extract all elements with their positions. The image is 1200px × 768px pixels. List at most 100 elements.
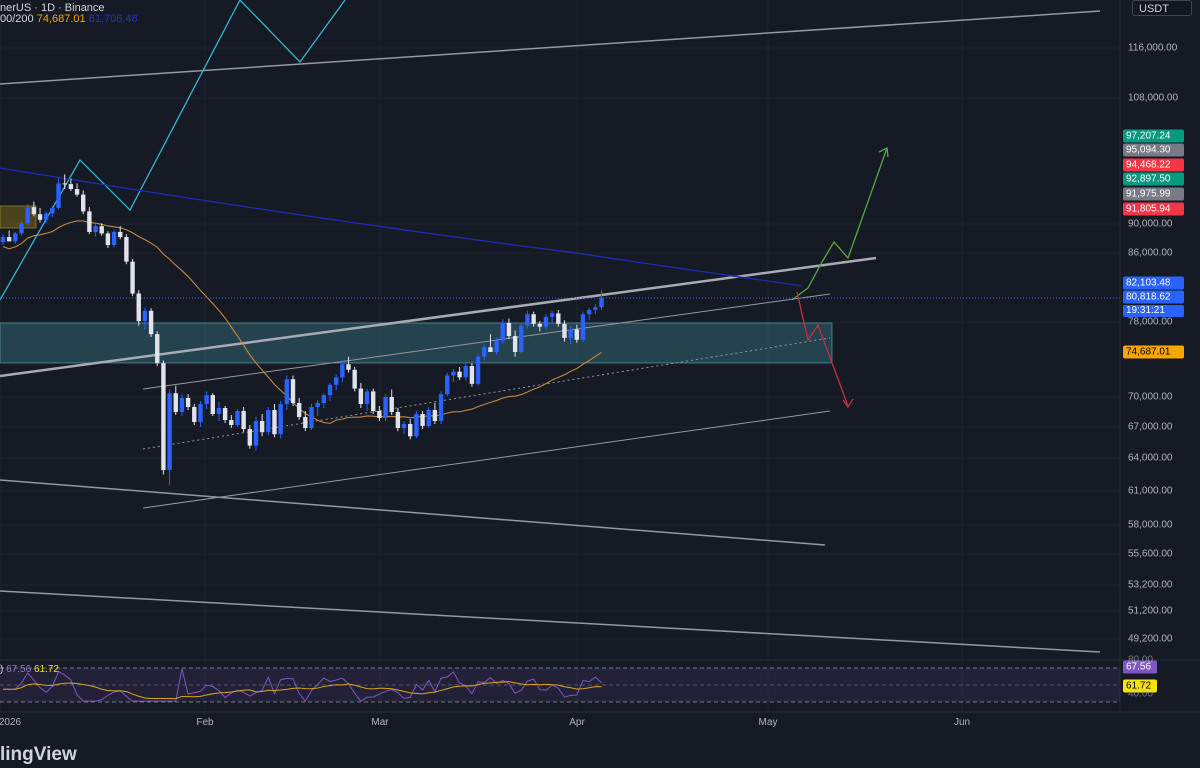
- candle-body: [87, 211, 92, 232]
- candle-body: [352, 369, 357, 389]
- rsi-pane: [0, 667, 1120, 703]
- candle-body: [333, 377, 339, 385]
- rsi-ma-legend-value: 61.72: [33, 664, 59, 675]
- candle-body: [401, 424, 407, 429]
- candle-body: [173, 393, 178, 412]
- candle-body: [74, 189, 80, 195]
- candle-body: [198, 404, 203, 422]
- trend-drawings: [0, 0, 1101, 653]
- price-tag: 95,094.30: [1123, 143, 1184, 157]
- candle-body: [19, 223, 24, 234]
- ma50-line: [2, 220, 602, 424]
- candle-body: [179, 398, 185, 412]
- candle-body: [475, 356, 481, 384]
- candle-body: [383, 397, 388, 418]
- candle-body: [432, 410, 438, 421]
- lower-trendline-1: [0, 479, 826, 546]
- candle-body: [62, 183, 67, 185]
- candle-body: [568, 329, 573, 338]
- price-tag: 80,818.62: [1123, 290, 1184, 304]
- candle-body: [37, 214, 43, 220]
- price-axis-label: 116,000.00: [1128, 42, 1178, 54]
- candle-body: [278, 404, 283, 435]
- candle-body: [512, 336, 518, 352]
- candle-body: [229, 420, 234, 425]
- time-axis-label: Feb: [196, 717, 214, 728]
- candle-body: [68, 184, 74, 189]
- ma200-line: [0, 167, 803, 287]
- candle-body: [469, 366, 475, 384]
- time-axis-label: 2026: [0, 717, 22, 728]
- candle-body: [105, 233, 111, 246]
- candle-body: [531, 314, 536, 324]
- rsi-legend[interactable]: ) 67.56 61.72: [0, 664, 59, 675]
- candle-body: [562, 323, 567, 338]
- candle-body: [56, 183, 61, 208]
- price-axis-label: 70,000.00: [1128, 391, 1173, 403]
- candle-body: [420, 414, 425, 426]
- candle-body: [167, 393, 172, 471]
- candle-body: [327, 384, 333, 396]
- candle-body: [543, 316, 549, 327]
- candle-body: [593, 307, 598, 310]
- candle-body: [371, 391, 376, 411]
- bearish-projection-arrow: [796, 291, 849, 407]
- candle-body: [130, 261, 135, 294]
- candle-body: [118, 231, 123, 238]
- price-axis-label: 49,200.00: [1128, 633, 1173, 645]
- symbol-title: nerUS · 1D · Binance: [0, 2, 105, 14]
- candle-body: [235, 411, 240, 425]
- candle-body: [463, 366, 468, 378]
- candle-body: [599, 297, 604, 308]
- candle-body: [111, 231, 117, 246]
- bullish-projection-arrow: [791, 147, 888, 301]
- candle-body: [136, 293, 141, 322]
- time-axis-label: May: [758, 717, 778, 728]
- price-axis-label: 55,600.00: [1128, 548, 1173, 560]
- candle-body: [488, 347, 493, 352]
- candle-body: [549, 313, 555, 317]
- price-axis-label: 67,000.00: [1128, 421, 1173, 433]
- candle-body: [6, 237, 12, 242]
- candle-body: [210, 395, 215, 414]
- rsi-line: [3, 668, 602, 703]
- candle-body: [266, 410, 271, 433]
- candle-body: [216, 408, 222, 414]
- rsi-legend-value: 67.56: [6, 664, 32, 675]
- candle-body: [25, 207, 30, 224]
- candle-body: [408, 424, 413, 437]
- quote-currency-button[interactable]: USDT: [1132, 0, 1192, 16]
- price-axis-label: 53,200.00: [1128, 579, 1173, 591]
- candle-body: [185, 398, 191, 407]
- price-tag: 91,975.99: [1123, 187, 1184, 201]
- candle-body: [222, 408, 228, 420]
- rsi-legend-prefix: ): [0, 664, 4, 675]
- candle-body: [457, 371, 462, 378]
- candle-body: [43, 213, 49, 220]
- candle-body: [50, 207, 55, 214]
- candle-body: [377, 411, 382, 418]
- candle-body: [506, 322, 512, 337]
- candle-body: [315, 403, 320, 407]
- tradingview-logo-text[interactable]: lingView: [0, 744, 77, 765]
- candle-body: [364, 391, 370, 404]
- supply-zone: [0, 205, 37, 229]
- ma-legend[interactable]: 00/200 74,687.01 81,706.48: [0, 13, 138, 25]
- candle-body: [451, 371, 456, 376]
- candle-body: [148, 310, 154, 335]
- symbol-header[interactable]: nerUS · 1D · Binance: [0, 0, 109, 16]
- price-tag: 91,805.94: [1123, 202, 1184, 216]
- price-axis-label: 86,000.00: [1128, 247, 1173, 259]
- bearish-arrowhead: [842, 398, 854, 409]
- candle-body: [525, 314, 530, 326]
- price-tag: 94,468.22: [1123, 158, 1184, 172]
- ma-legend-prefix: 00/200: [0, 13, 34, 25]
- time-axis-label: Apr: [569, 717, 585, 728]
- price-tag: 92,897.50: [1123, 172, 1184, 186]
- candle-body: [389, 397, 394, 412]
- lower-trendline-2: [0, 590, 1101, 653]
- candle-body: [438, 394, 444, 421]
- candle-body: [247, 429, 252, 446]
- bar-countdown-tag: 19:31:21: [1123, 305, 1184, 317]
